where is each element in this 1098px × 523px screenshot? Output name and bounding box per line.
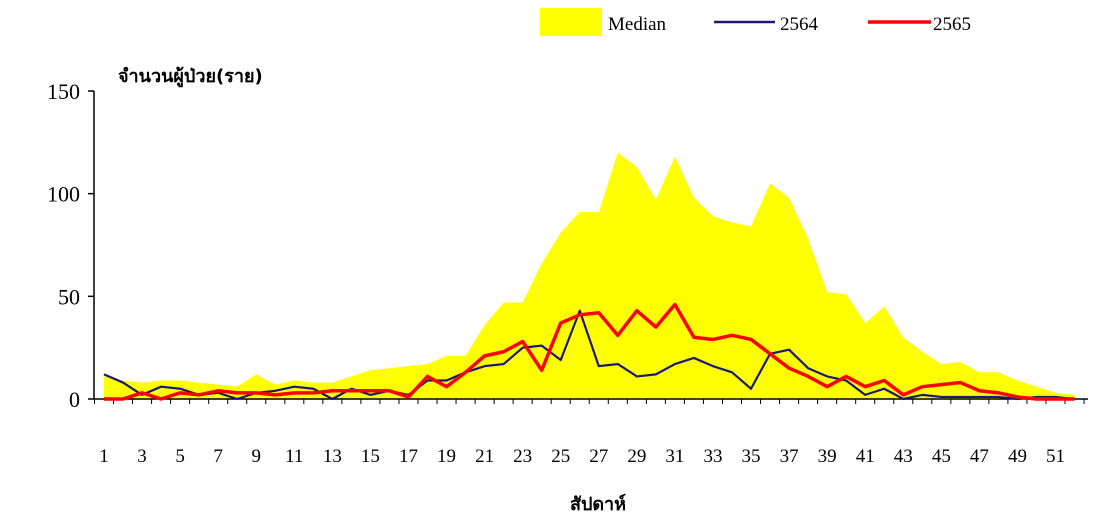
x-tick-label: 1 (99, 446, 109, 467)
x-tick-label: 9 (251, 446, 261, 467)
x-tick-label: 49 (1008, 446, 1027, 467)
x-tick-label: 41 (856, 446, 875, 467)
y-tick-label: 150 (47, 79, 80, 104)
legend: Median 2564 2565 (540, 8, 971, 36)
series-lines-layer (103, 302, 1075, 401)
y-axis-title: จำนวนผู้ป่วย(ราย) (118, 66, 263, 88)
legend-label-2564: 2564 (780, 14, 819, 35)
x-tick-label: 35 (742, 446, 761, 467)
legend-swatch-median (540, 8, 602, 36)
x-tick-label: 11 (285, 446, 303, 467)
y-tick-label: 50 (58, 284, 80, 309)
x-tick-label: 27 (589, 446, 608, 467)
x-tick-label: 25 (551, 446, 570, 467)
x-tick-label: 45 (932, 446, 951, 467)
x-tick-label: 17 (399, 446, 418, 467)
x-tick-label: 47 (970, 446, 989, 467)
median-area-layer (104, 152, 1075, 399)
series-area-median (104, 152, 1075, 399)
legend-label-median: Median (608, 14, 667, 35)
y-tick-label: 0 (69, 387, 80, 412)
x-tick-label: 51 (1046, 446, 1065, 467)
y-tick-label: 100 (47, 182, 80, 207)
x-tick-label: 37 (780, 446, 799, 467)
x-tick-label: 7 (213, 446, 223, 467)
x-tick-labels: 1 3 5 7 9 11 13 15 17 19 21 23 25 27 29 31 33 35 37 39 41 43 4… (99, 446, 1065, 467)
x-tick-label: 29 (627, 446, 646, 467)
x-tick-label: 5 (175, 446, 185, 467)
x-tick-label: 15 (361, 446, 380, 467)
x-tick-label: 43 (894, 446, 913, 467)
x-tick-label: 13 (323, 446, 342, 467)
legend-label-2565: 2565 (933, 14, 971, 35)
x-tick-label: 33 (703, 446, 722, 467)
x-tick-label: 23 (513, 446, 532, 467)
x-tick-label: 19 (437, 446, 456, 467)
series-line-2565 (104, 302, 1075, 401)
x-tick-label: 21 (475, 446, 494, 467)
y-tick-labels: 0 50 100 150 (47, 79, 80, 412)
axes-layer (88, 90, 1088, 404)
x-tick-label: 39 (818, 446, 837, 467)
x-tick-label: 3 (137, 446, 147, 467)
series-line-2564 (103, 309, 1075, 401)
x-axis-title: สัปดาห์ (570, 493, 626, 515)
x-tick-label: 31 (665, 446, 684, 467)
